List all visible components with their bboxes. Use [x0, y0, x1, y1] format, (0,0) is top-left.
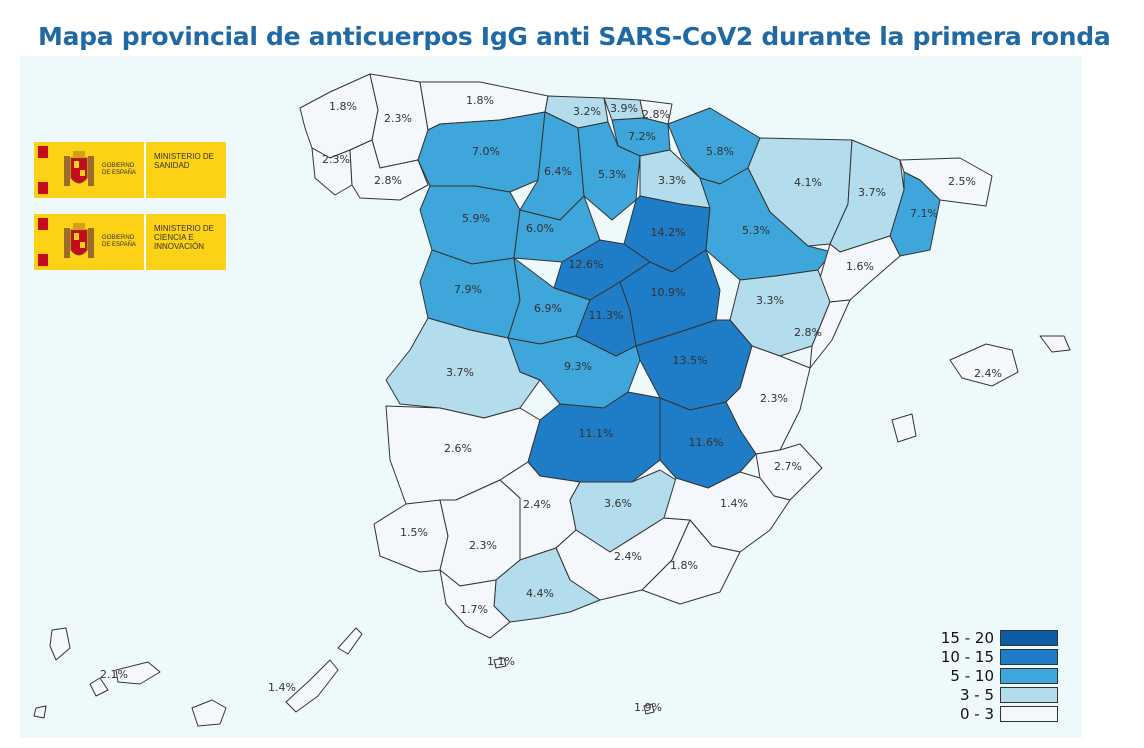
legend-swatch [1000, 686, 1058, 703]
province-value-caceres: 3.7% [446, 366, 474, 379]
province-burgos [577, 121, 641, 221]
province-value-segovia: 12.6% [569, 258, 604, 271]
province-value-cordoba: 2.4% [523, 498, 551, 511]
province-value-lugo: 2.3% [384, 112, 412, 125]
logo-ministry-text: MINISTERIO DE SANIDAD [146, 142, 226, 198]
legend-swatch [1000, 648, 1058, 665]
province-value-salamanca: 7.9% [454, 283, 482, 296]
province-guadalajara [619, 249, 721, 347]
legend-item: 5 - 10 [930, 666, 1070, 685]
province-value-la-rioja: 3.3% [658, 174, 686, 187]
province-value-gipuzkoa: 2.8% [642, 108, 670, 121]
legend-label: 3 - 5 [959, 685, 994, 704]
province-cadiz [439, 569, 511, 639]
province-value-leon: 7.0% [472, 145, 500, 158]
logo-ministerio-sanidad: GOBIERNO DE ESPAÑA MINISTERIO DE SANIDAD [34, 142, 226, 198]
province-value-girona: 2.5% [948, 175, 976, 188]
legend-item: 10 - 15 [930, 647, 1070, 666]
province-value-jaen: 3.6% [604, 497, 632, 510]
legend-item: 3 - 5 [930, 685, 1070, 704]
province-value-sevilla: 2.3% [469, 539, 497, 552]
logo-ministry-text: MINISTERIO DE CIENCIA E INNOVACIÓN [146, 214, 226, 270]
province-value-valladolid: 6.0% [526, 222, 554, 235]
province-value-madrid: 11.3% [589, 309, 624, 322]
logo-ministerio-ciencia: GOBIERNO DE ESPAÑA MINISTERIO DE CIENCIA… [34, 214, 226, 270]
province-value-tarragona: 1.6% [846, 260, 874, 273]
province-value-alicante: 2.7% [774, 460, 802, 473]
province-toledo [507, 335, 641, 409]
logo-gobierno-text: GOBIERNO DE ESPAÑA [102, 163, 136, 176]
province-ourense [349, 139, 429, 201]
province-value-avila: 6.9% [534, 302, 562, 315]
province-value-zamora: 5.9% [462, 212, 490, 225]
province-value-castellon: 2.8% [794, 326, 822, 339]
legend-swatch [1000, 667, 1058, 684]
province-value-pontevedra: 2.3% [322, 153, 350, 166]
province-value-almeria: 1.8% [670, 559, 698, 572]
coat-of-arms-icon [64, 151, 94, 186]
province-value-huelva: 1.5% [400, 526, 428, 539]
province-value-araba: 7.2% [628, 130, 656, 143]
province-value-ceuta: 1.1% [487, 655, 515, 668]
legend-item: 15 - 20 [930, 628, 1070, 647]
province-murcia [663, 471, 791, 553]
coat-of-arms-icon [64, 223, 94, 258]
province-leon [417, 111, 546, 193]
province-value-baleares: 2.4% [974, 367, 1002, 380]
province-value-zaragoza: 5.3% [742, 224, 770, 237]
province-albacete [659, 397, 757, 489]
province-value-asturias: 1.8% [466, 94, 494, 107]
province-value-a-coruna: 1.8% [329, 100, 357, 113]
province-value-bizkaia: 3.9% [610, 102, 638, 115]
province-value-teruel: 3.3% [756, 294, 784, 307]
province-barcelona [889, 171, 941, 257]
legend-label: 10 - 15 [940, 647, 994, 666]
province-value-palencia: 6.4% [544, 165, 572, 178]
province-las-palmas [191, 627, 363, 727]
province-value-santa-cruz-de-tenerife: 2.1% [100, 668, 128, 681]
province-value-cuenca: 13.5% [673, 354, 708, 367]
province-value-granada: 2.4% [614, 550, 642, 563]
province-value-toledo: 9.3% [564, 360, 592, 373]
province-value-murcia: 1.4% [720, 497, 748, 510]
province-castellon [809, 299, 851, 369]
province-ceuta [493, 657, 507, 669]
province-baleares [891, 335, 1071, 443]
province-value-guadalajara: 10.9% [651, 286, 686, 299]
province-value-lleida: 3.7% [858, 186, 886, 199]
province-value-albacete: 11.6% [689, 436, 724, 449]
province-value-badajoz: 2.6% [444, 442, 472, 455]
map-legend: 15 - 20 10 - 15 5 - 10 3 - 5 0 - 3 [930, 628, 1070, 723]
logo-gobierno-text: GOBIERNO DE ESPAÑA [102, 235, 136, 248]
province-value-cadiz: 1.7% [460, 603, 488, 616]
legend-item: 0 - 3 [930, 704, 1070, 723]
legend-label: 15 - 20 [940, 628, 994, 647]
spain-flag-icon [38, 146, 48, 194]
province-value-valencia: 2.3% [760, 392, 788, 405]
province-value-navarra: 5.8% [706, 145, 734, 158]
province-value-burgos: 5.3% [598, 168, 626, 181]
province-value-las-palmas: 1.4% [268, 681, 296, 694]
legend-label: 0 - 3 [959, 704, 994, 723]
province-value-barcelona: 7.1% [910, 207, 938, 220]
province-value-ourense: 2.8% [374, 174, 402, 187]
province-value-melilla: 1.9% [634, 701, 662, 714]
province-value-cantabria: 3.2% [573, 105, 601, 118]
province-almeria [641, 519, 741, 605]
province-melilla [643, 703, 655, 715]
province-value-soria: 14.2% [651, 226, 686, 239]
page-title: Mapa provincial de anticuerpos IgG anti … [38, 22, 1111, 51]
province-value-ciudad-real: 11.1% [579, 427, 614, 440]
province-value-huesca: 4.1% [794, 176, 822, 189]
legend-swatch [1000, 705, 1058, 722]
spain-flag-icon [38, 218, 48, 266]
province-santa-cruz-de-tenerife [33, 627, 161, 719]
legend-label: 5 - 10 [950, 666, 994, 685]
province-value-malaga: 4.4% [526, 587, 554, 600]
legend-swatch [1000, 629, 1058, 646]
